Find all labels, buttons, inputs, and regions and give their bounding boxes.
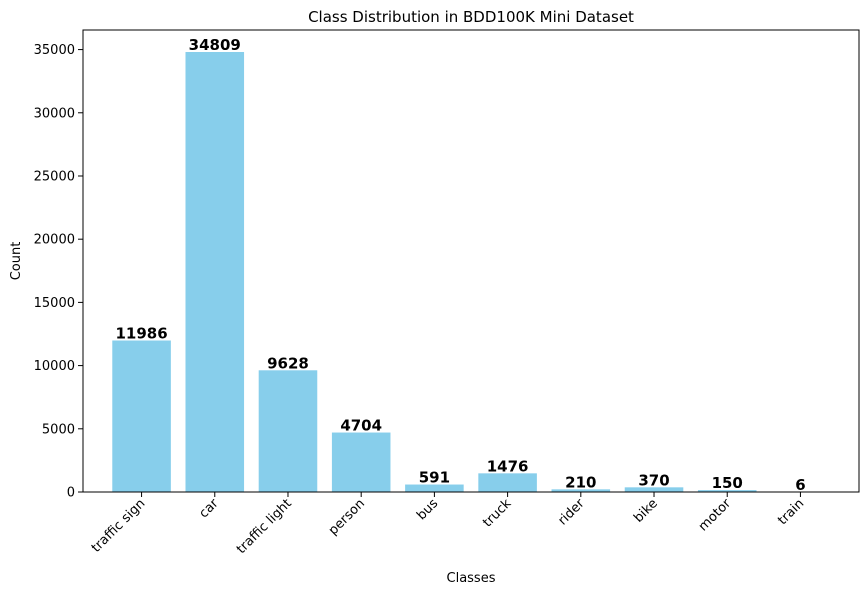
y-tick-label: 20000: [34, 233, 75, 248]
bar-traffic-light: [258, 370, 318, 492]
x-tick-label: motor: [696, 496, 735, 535]
plot-area: 11986 34809 9628 4704 591 1476 210 370 150 6 0 5000…: [34, 29, 860, 557]
x-tick-label: bus: [414, 496, 441, 523]
x-axis-label: Classes: [447, 571, 496, 586]
y-tick-label: 10000: [34, 359, 75, 374]
x-tick-label: person: [326, 496, 368, 538]
y-tick-label: 25000: [34, 169, 75, 184]
plot-frame: [82, 29, 860, 493]
y-tick-label: 15000: [34, 296, 75, 311]
x-tick-label: traffic light: [234, 496, 295, 557]
bar-value-label: 370: [638, 471, 669, 489]
bar-value-label: 9628: [267, 354, 309, 372]
bar-traffic-sign: [112, 340, 171, 492]
x-tick-label: traffic sign: [89, 496, 148, 555]
x-tick-label: bike: [631, 496, 661, 526]
x-tick-label: car: [197, 496, 223, 522]
bar-value-label: 591: [419, 469, 450, 487]
bar-value-label: 11986: [115, 324, 167, 342]
y-tick-label: 5000: [42, 422, 75, 437]
bar-motor: [697, 490, 757, 492]
bar-person: [331, 432, 391, 492]
y-tick-label: 0: [67, 486, 75, 501]
x-tick-label: train: [775, 496, 807, 528]
bar-bike: [624, 487, 684, 492]
x-tick-label: rider: [555, 496, 588, 529]
bar-value-label: 4704: [340, 417, 382, 435]
bar-car: [185, 51, 245, 493]
bar-value-label: 210: [565, 473, 596, 491]
chart-title: Class Distribution in BDD100K Mini Datas…: [308, 8, 634, 26]
bar-value-label: 34809: [189, 36, 241, 54]
bar-value-label: 6: [795, 476, 805, 494]
y-tick-label: 30000: [34, 106, 75, 121]
bar-value-label: 1476: [487, 457, 529, 475]
y-axis-label: Count: [9, 242, 24, 281]
bar-rider: [551, 489, 611, 492]
x-tick-label: truck: [480, 496, 515, 531]
bar-bus: [405, 484, 464, 492]
bar-truck: [478, 473, 537, 492]
bar-value-label: 150: [712, 474, 743, 492]
y-tick-label: 35000: [34, 43, 75, 58]
